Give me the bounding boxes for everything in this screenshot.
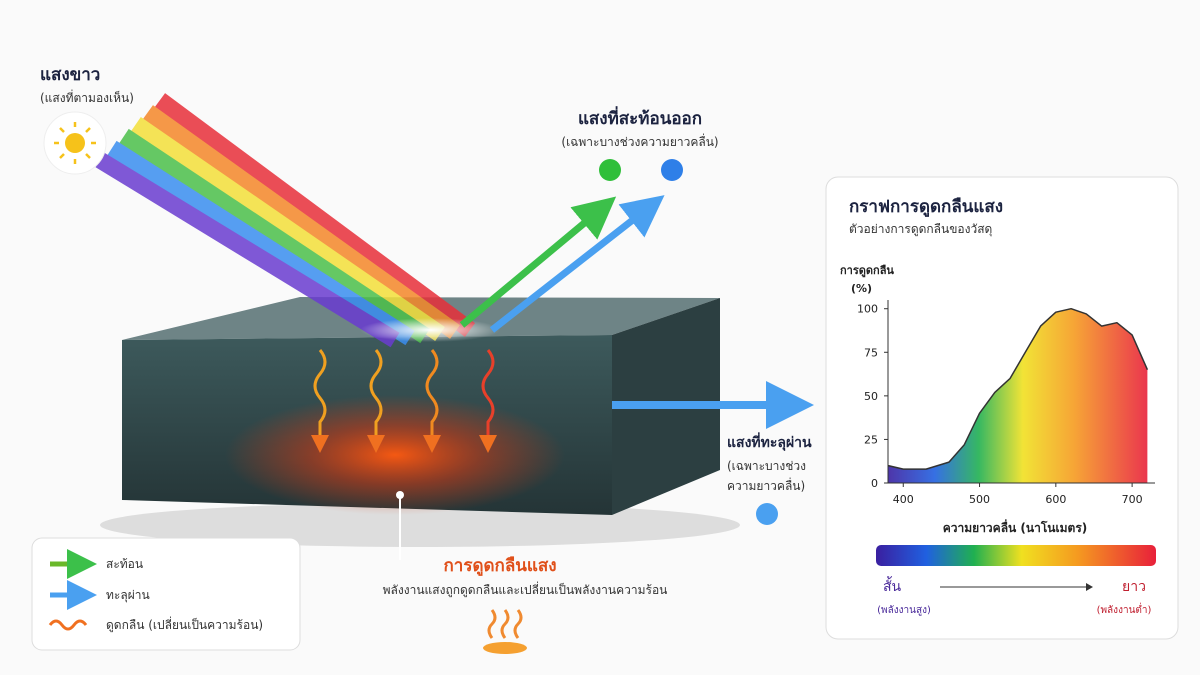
y-tick-label: 75 bbox=[864, 346, 878, 359]
absorption-description: พลังงานแสงถูกดูดกลืนและเปลี่ยนเป็นพลังงา… bbox=[383, 581, 668, 598]
reflected-green-arrow bbox=[459, 196, 617, 328]
white-light-title: แสงขาว bbox=[40, 65, 100, 85]
transmitted-subtitle-1: (เฉพาะบางช่วง bbox=[727, 459, 806, 473]
short-label: สั้น bbox=[883, 576, 902, 595]
absorption-area bbox=[888, 308, 1148, 483]
absorbed-waves bbox=[311, 349, 497, 453]
impact-glow bbox=[360, 318, 500, 342]
transmitted-title: แสงที่ทะลุผ่าน bbox=[727, 432, 812, 451]
white-light-beam bbox=[95, 93, 476, 348]
y-tick-label: 100 bbox=[857, 303, 878, 316]
white-light-subtitle: (แสงที่ตามองเห็น) bbox=[40, 89, 134, 105]
x-tick-label: 700 bbox=[1122, 493, 1143, 506]
legend-label: ทะลุผ่าน bbox=[106, 588, 150, 603]
sun-icon bbox=[65, 133, 85, 153]
x-tick-label: 500 bbox=[969, 493, 990, 506]
sun-rays bbox=[54, 122, 96, 164]
transmitted-subtitle-2: ความยาวคลื่น) bbox=[727, 477, 805, 493]
arrow-head bbox=[1086, 583, 1093, 591]
reflected-title: แสงที่สะท้อนออก bbox=[578, 106, 702, 129]
absorption-line bbox=[887, 307, 1149, 470]
absorption-title: การดูดกลืนแสง bbox=[443, 555, 556, 577]
legend-box bbox=[31, 537, 301, 651]
x-axis-label: ความยาวคลื่น (นาโนเมตร) bbox=[943, 519, 1088, 535]
short-sub: (พลังงานสูง) bbox=[877, 605, 931, 616]
y-axis-label: การดูดกลืน bbox=[840, 264, 894, 278]
y-tick-label: 50 bbox=[864, 390, 878, 403]
long-label: ยาว bbox=[1122, 579, 1146, 595]
long-sub: (พลังงานต่ำ) bbox=[1097, 602, 1152, 616]
heat-icon bbox=[487, 609, 523, 639]
y-tick-label: 0 bbox=[871, 477, 878, 490]
heat-glow bbox=[225, 395, 565, 515]
y-tick-label: 25 bbox=[864, 433, 878, 446]
pointer-dot bbox=[396, 491, 404, 499]
chart-title: กราฟการดูดกลืนแสง bbox=[849, 196, 1003, 218]
chart-subtitle: ตัวอย่างการดูดกลืนของวัสดุ bbox=[849, 222, 992, 237]
reflected-subtitle: (เฉพาะบางช่วงความยาวคลื่น) bbox=[561, 133, 718, 149]
y-axis-label: (%) bbox=[851, 282, 872, 295]
spectrum-bar bbox=[876, 545, 1156, 566]
x-tick-label: 400 bbox=[893, 493, 914, 506]
legend-label: สะท้อน bbox=[106, 557, 143, 571]
transmitted-dot bbox=[756, 503, 778, 525]
blue-dot bbox=[661, 159, 683, 181]
heat-base bbox=[483, 642, 527, 654]
plot: 0 25 50 75 100 400 500 600 700 bbox=[857, 300, 1155, 506]
reflected-blue-arrow bbox=[489, 195, 665, 333]
legend-absorb-icon bbox=[48, 619, 88, 631]
green-dot bbox=[599, 159, 621, 181]
x-tick-label: 600 bbox=[1045, 493, 1066, 506]
legend-label: ดูดกลืน (เปลี่ยนเป็นความร้อน) bbox=[106, 616, 263, 633]
